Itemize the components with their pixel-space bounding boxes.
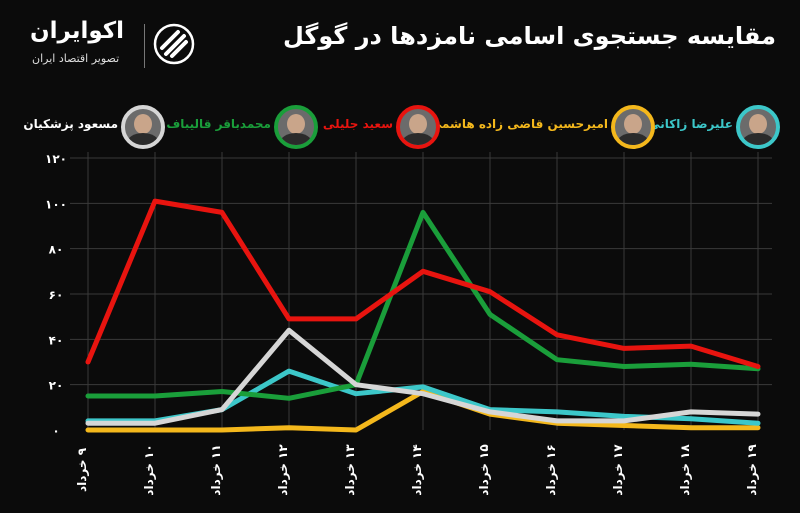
legend-item-zakani: علیرضا زاکانی [648, 103, 785, 149]
series-line [85, 327, 761, 426]
x-axis-ticks: ۹ خرداد ۱۰ خرداد ۱۱ خرداد ۱۲ خرداد ۱۳ خرداد ۱… [75, 444, 759, 496]
y-tick-label: ۴۰ [49, 333, 64, 347]
x-tick-label: ۱۳ خرداد [343, 444, 357, 496]
x-tick-label: ۹ خرداد [75, 447, 89, 492]
series-line [85, 198, 761, 369]
brand: اکوایران تصویر اقتصاد ایران [22, 18, 197, 74]
legend-item-ghalibaf: محمدباقر قالیباف [166, 103, 323, 149]
brand-name: اکوایران [30, 18, 125, 44]
avatar-pezeshkian-icon [121, 105, 165, 149]
y-tick-label: ۰ [52, 424, 59, 438]
x-tick-label: ۱۹ خرداد [745, 444, 759, 496]
legend-label: محمدباقر قالیباف [166, 117, 271, 131]
x-tick-label: ۱۶ خرداد [544, 444, 558, 495]
legend-item-jalili: سعید جلیلی [323, 103, 445, 149]
series-line [85, 209, 761, 401]
y-tick-label: ۸۰ [49, 243, 64, 257]
x-tick-label: ۱۱ خرداد [209, 444, 223, 495]
legend: علیرضا زاکانی امیرحسین قاضی زاده هاشمی س… [0, 103, 800, 149]
x-tick-label: ۱۰ خرداد [142, 444, 156, 495]
brand-logo-icon [153, 23, 195, 65]
brand-tagline: تصویر اقتصاد ایران [32, 52, 120, 65]
y-tick-label: ۱۲۰ [45, 152, 67, 166]
y-tick-label: ۶۰ [49, 288, 64, 302]
avatar-ghazizadeh-icon [611, 105, 655, 149]
avatar-jalili-icon [396, 105, 440, 149]
y-axis-ticks: ۰ ۲۰ ۴۰ ۶۰ ۸۰ ۱۰۰ ۱۲۰ [45, 152, 67, 438]
legend-label: سعید جلیلی [322, 117, 393, 131]
legend-label: مسعود پزشکیان [23, 117, 118, 131]
avatar-zakani-icon [736, 105, 780, 149]
series-lines [85, 198, 761, 433]
y-tick-label: ۱۰۰ [45, 197, 67, 211]
x-tick-label: ۱۵ خرداد [477, 444, 491, 495]
legend-item-pezeshkian: مسعود پزشکیان [23, 103, 170, 149]
brand-divider [144, 24, 145, 68]
chart-title: مقایسه جستجوی اسامی نامزدها در گوگل [282, 22, 776, 50]
x-tick-label: ۱۴ خرداد [410, 444, 424, 495]
legend-item-ghazizadeh: امیرحسین قاضی زاده هاشمی [430, 103, 660, 149]
legend-label: امیرحسین قاضی زاده هاشمی [429, 117, 608, 131]
avatar-ghalibaf-icon [274, 105, 318, 149]
y-tick-label: ۲۰ [49, 379, 64, 393]
x-tick-label: ۱۷ خرداد [611, 444, 625, 496]
x-tick-label: ۱۲ خرداد [276, 444, 290, 496]
x-tick-label: ۱۸ خرداد [678, 444, 692, 496]
legend-label: علیرضا زاکانی [648, 117, 733, 131]
